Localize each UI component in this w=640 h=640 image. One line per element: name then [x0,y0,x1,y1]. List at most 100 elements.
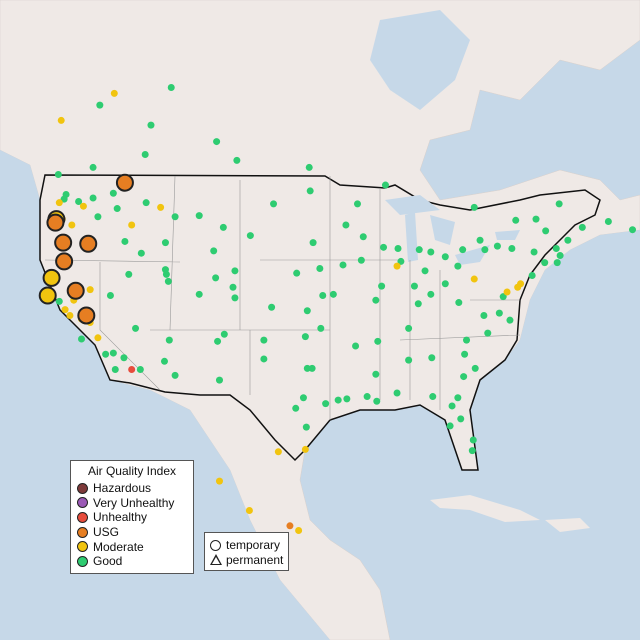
monitor-point-good[interactable] [60,195,68,203]
monitor-point-good[interactable] [372,296,380,304]
monitor-point-good[interactable] [460,373,468,381]
monitor-point-good[interactable] [136,366,144,374]
monitor-point-good[interactable] [357,256,365,264]
monitor-point-good[interactable] [481,246,489,254]
monitor-point-good[interactable] [461,350,469,358]
monitor-point-good[interactable] [629,226,637,234]
monitor-point-good[interactable] [381,181,389,189]
monitor-point-good[interactable] [469,436,477,444]
monitor-point-good[interactable] [374,337,382,345]
monitor-point-good[interactable] [132,324,140,332]
monitor-point-good[interactable] [455,299,463,307]
monitor-point-moderate[interactable] [157,203,165,211]
monitor-point-moderate[interactable] [514,283,522,291]
monitor-point-good[interactable] [414,300,422,308]
monitor-point-good[interactable] [77,335,85,343]
monitor-point-good[interactable] [308,364,316,372]
monitor-point-good[interactable] [454,262,462,270]
monitor-point-good[interactable] [359,233,367,241]
monitor-point-moderate[interactable] [94,334,102,342]
monitor-point-moderate[interactable] [470,275,478,283]
monitor-point-good[interactable] [102,350,110,358]
monitor-point-moderate[interactable] [274,448,282,456]
monitor-point-good[interactable] [113,205,121,213]
monitor-point-good[interactable] [578,223,586,231]
monitor-point-good[interactable] [427,290,435,298]
monitor-point-good[interactable] [421,267,429,275]
monitor-point-good[interactable] [299,394,307,402]
monitor-point-good[interactable] [495,309,503,317]
monitor-point-good[interactable] [393,389,401,397]
monitor-point-good[interactable] [195,290,203,298]
monitor-point-moderate[interactable] [68,221,76,229]
monitor-point-good[interactable] [394,245,402,252]
monitor-point-good[interactable] [415,246,423,254]
monitor-point-good[interactable] [106,292,114,299]
monitor-point-good[interactable] [142,199,150,207]
monitor-point-moderate[interactable] [57,116,65,124]
monitor-point-good[interactable] [454,394,462,402]
monitor-point-good[interactable] [89,194,97,202]
monitor-point-good[interactable] [303,307,311,315]
monitor-point-good[interactable] [552,245,560,252]
monitor-point-good[interactable] [229,283,237,291]
monitor-point-good[interactable] [508,245,516,252]
monitor-point-good[interactable] [292,404,300,412]
monitor-point-good[interactable] [334,396,342,404]
monitor-point-good[interactable] [342,221,350,229]
monitor-point-good[interactable] [339,261,347,269]
monitor-point-good[interactable] [446,422,454,430]
monitor-point-moderate[interactable] [503,288,511,296]
monitor-point-moderate[interactable] [79,202,87,210]
monitor-point-good[interactable] [441,253,449,261]
monitor-point-good[interactable] [231,294,239,302]
monitor-point-good[interactable] [268,303,276,311]
monitor-point-good[interactable] [161,239,169,247]
monitor-point-good[interactable] [109,349,117,357]
monitor-point-good[interactable] [378,282,386,290]
monitor-point-good[interactable] [528,272,536,280]
monitor-point-large-usg[interactable] [66,281,85,300]
monitor-point-good[interactable] [397,257,405,265]
monitor-point-moderate[interactable] [393,262,401,270]
monitor-point-good[interactable] [380,243,388,251]
monitor-point-good[interactable] [448,402,456,410]
monitor-point-good[interactable] [109,189,117,197]
monitor-point-good[interactable] [373,397,381,405]
monitor-point-good[interactable] [167,84,175,92]
monitor-point-good[interactable] [231,267,239,275]
monitor-point-large-usg[interactable] [115,173,134,192]
monitor-point-good[interactable] [564,236,572,244]
monitor-point-good[interactable] [171,371,179,379]
monitor-point-good[interactable] [322,400,330,408]
monitor-point-good[interactable] [506,316,514,324]
monitor-point-good[interactable] [195,212,203,220]
monitor-point-good[interactable] [468,447,476,455]
monitor-point-good[interactable] [94,213,102,221]
monitor-point-moderate[interactable] [55,199,63,207]
monitor-point-large-usg[interactable] [54,233,73,252]
monitor-point-good[interactable] [428,354,436,362]
monitor-point-good[interactable] [463,336,471,344]
monitor-point-good[interactable] [246,232,254,240]
monitor-point-unhealthy[interactable] [128,366,136,374]
monitor-point-good[interactable] [410,282,418,290]
monitor-point-large-moderate[interactable] [38,286,57,305]
monitor-point-good[interactable] [171,213,179,221]
monitor-point-good[interactable] [319,292,327,299]
monitor-point-good[interactable] [532,215,540,223]
monitor-point-good[interactable] [305,163,313,171]
monitor-point-good[interactable] [301,333,309,341]
monitor-point-good[interactable] [96,101,104,109]
monitor-point-good[interactable] [530,248,538,256]
monitor-point-good[interactable] [480,311,488,319]
monitor-point-moderate[interactable] [110,89,118,97]
monitor-point-good[interactable] [555,200,563,208]
monitor-point-good[interactable] [120,354,128,362]
monitor-point-good[interactable] [270,200,278,208]
monitor-point-good[interactable] [512,216,520,224]
monitor-point-good[interactable] [316,264,324,272]
monitor-point-good[interactable] [210,247,218,255]
monitor-point-good[interactable] [441,280,449,288]
